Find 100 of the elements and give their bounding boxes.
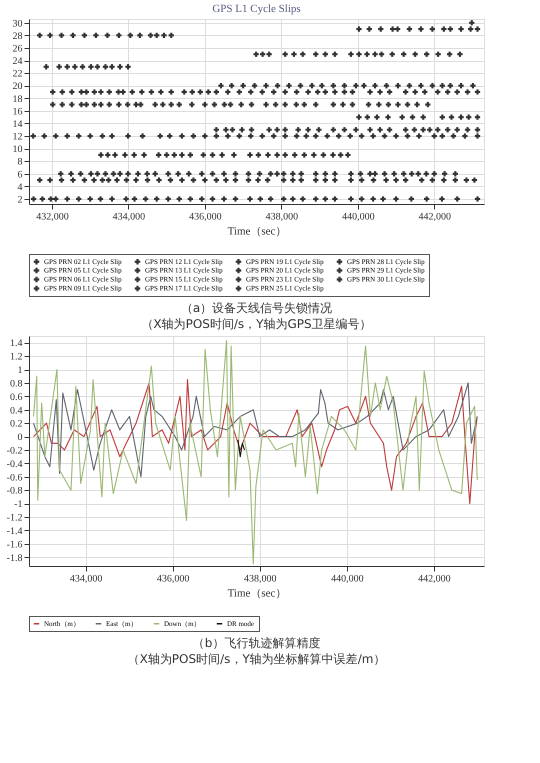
point [166,171,171,176]
point [445,89,450,95]
point [454,127,460,132]
point [286,83,292,88]
point [152,102,158,108]
point [458,83,464,88]
point [435,89,440,95]
point [348,171,354,176]
point [156,152,162,158]
point [116,102,122,108]
point [304,133,309,139]
point [88,171,94,176]
point [302,152,307,158]
x-tick-label: 438,000 [244,574,277,584]
point [182,89,187,95]
point [93,32,99,38]
point [84,102,89,108]
point [225,133,230,139]
point [464,127,470,132]
point [40,196,46,202]
point [400,114,405,120]
y-tick-label: 6 [18,169,22,180]
point [424,196,430,202]
point [378,52,384,57]
point [168,32,174,38]
point [300,196,306,202]
y-tick-label: 20 [12,81,22,92]
point [390,52,395,57]
y-tick-label: 30 [12,18,22,30]
y-tick-label: 0.6 [10,392,22,403]
point [188,152,193,158]
point [222,102,228,108]
point [148,32,154,38]
point [462,133,468,139]
point [458,114,464,120]
point [272,102,278,108]
point [336,133,342,139]
point [258,196,263,202]
point [296,127,301,132]
point [298,83,304,88]
point [412,127,418,132]
point [268,171,274,176]
text: （X轴为POS时间/s，Y轴为坐标解算中误差/m） [128,652,386,666]
point [76,133,82,139]
point [58,32,64,38]
point [470,83,476,88]
point [332,89,338,95]
point [292,152,298,158]
x-tick-label: 442,000 [418,212,452,222]
point [206,89,211,95]
point [322,177,328,183]
point [69,89,74,95]
point [441,177,446,183]
point [430,177,436,183]
point [412,89,418,95]
point [189,102,195,108]
y-tick-label: 18 [12,94,22,105]
y-tick-label: 2 [18,194,22,206]
point [274,127,280,132]
point [282,127,288,132]
point [440,133,445,139]
point [44,64,49,70]
y-tick-label: 22 [12,68,22,80]
point [60,102,65,108]
x-tick-label: 436,000 [156,574,190,584]
x-tick-label: 436,000 [189,212,222,222]
point [290,171,296,176]
point [342,127,348,132]
point [117,64,123,70]
x-tick-label: 434,000 [70,574,102,584]
point [442,171,448,176]
point [198,89,203,95]
point [474,127,480,132]
point [452,177,458,183]
point [384,83,390,88]
point [248,127,254,132]
point [139,89,144,95]
point [53,196,58,202]
point [172,152,177,158]
x-axis-title: Time（sec） [228,588,286,600]
point [166,196,171,202]
point [214,177,219,183]
point [246,171,252,176]
point [466,114,472,120]
y-tick-label: 16 [12,106,22,118]
point [408,196,414,202]
point [353,127,359,132]
point [313,171,318,176]
point [105,152,110,158]
point [353,83,359,88]
point [432,133,437,139]
point [82,32,88,38]
y-tick-label: 1.4 [10,338,22,350]
point [309,83,315,88]
point [102,171,108,176]
point [440,83,445,88]
point [401,171,406,176]
point [98,152,104,158]
y-tick-label: 24 [12,56,22,68]
point [210,171,216,176]
